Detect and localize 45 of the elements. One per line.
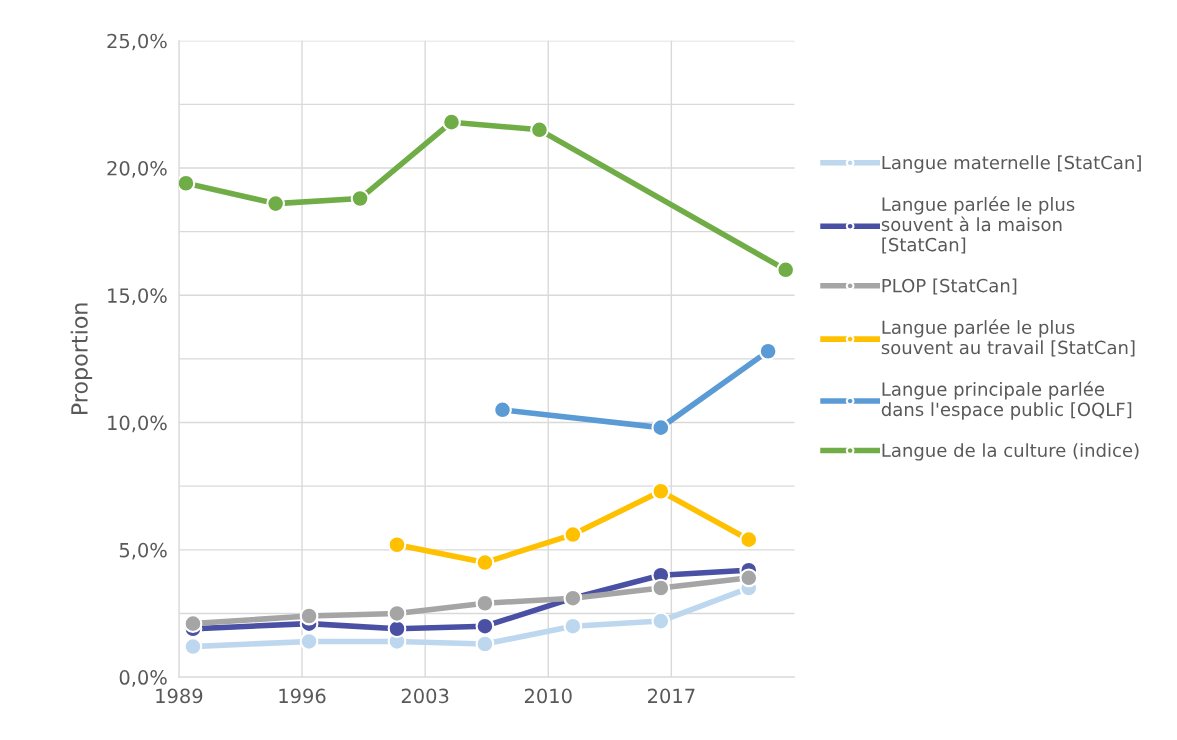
y-tick-label: 5,0% [119,542,167,560]
x-tick-label: 1996 [279,688,326,704]
point [183,614,203,634]
x-tick-label: 2003 [401,688,449,704]
y-tick-label: 15,0% [108,288,167,305]
legend-label: Langue parlée le plus souvent à la maison [StatCan] [881,196,1075,254]
point [651,611,671,631]
point [299,606,319,626]
legend-label: Langue parlée le plus souvent au travail [StatCan] [881,319,1135,357]
point [475,553,495,572]
y-tick-label: 0,0% [119,670,167,687]
point [493,400,512,420]
y-tick-label: 10,0% [108,415,167,433]
y-tick-label: 20,0% [107,160,167,178]
legend-label: Langue de la culture (indice) [882,443,1139,461]
point [442,112,461,132]
point [651,578,671,598]
point [387,535,407,555]
point [183,637,203,656]
x-tick-label: 1989 [156,688,203,704]
point [563,525,583,544]
y-tick-label: 25,0% [107,33,167,51]
point [530,120,549,140]
point [475,616,495,636]
point [475,593,495,613]
x-tick-label: 2017 [648,688,695,704]
point [651,481,671,501]
point [739,530,759,550]
point [475,634,495,654]
point [299,632,319,651]
legend-label: Langue maternelle [StatCan] [882,155,1141,173]
legend-label: Langue principale parlée dans l'espace public [OQLF] [881,381,1132,420]
point [563,616,583,636]
legend-label: PLOP [StatCan] [882,278,1017,295]
point [776,260,795,280]
x-tick-label: 2010 [524,688,572,704]
point [651,418,671,437]
point [266,194,286,213]
y-axis-title: Proportion [70,303,93,415]
point [387,619,407,639]
point [739,568,759,588]
point [758,341,778,361]
point [350,189,370,208]
point [178,173,196,193]
point [387,604,407,623]
